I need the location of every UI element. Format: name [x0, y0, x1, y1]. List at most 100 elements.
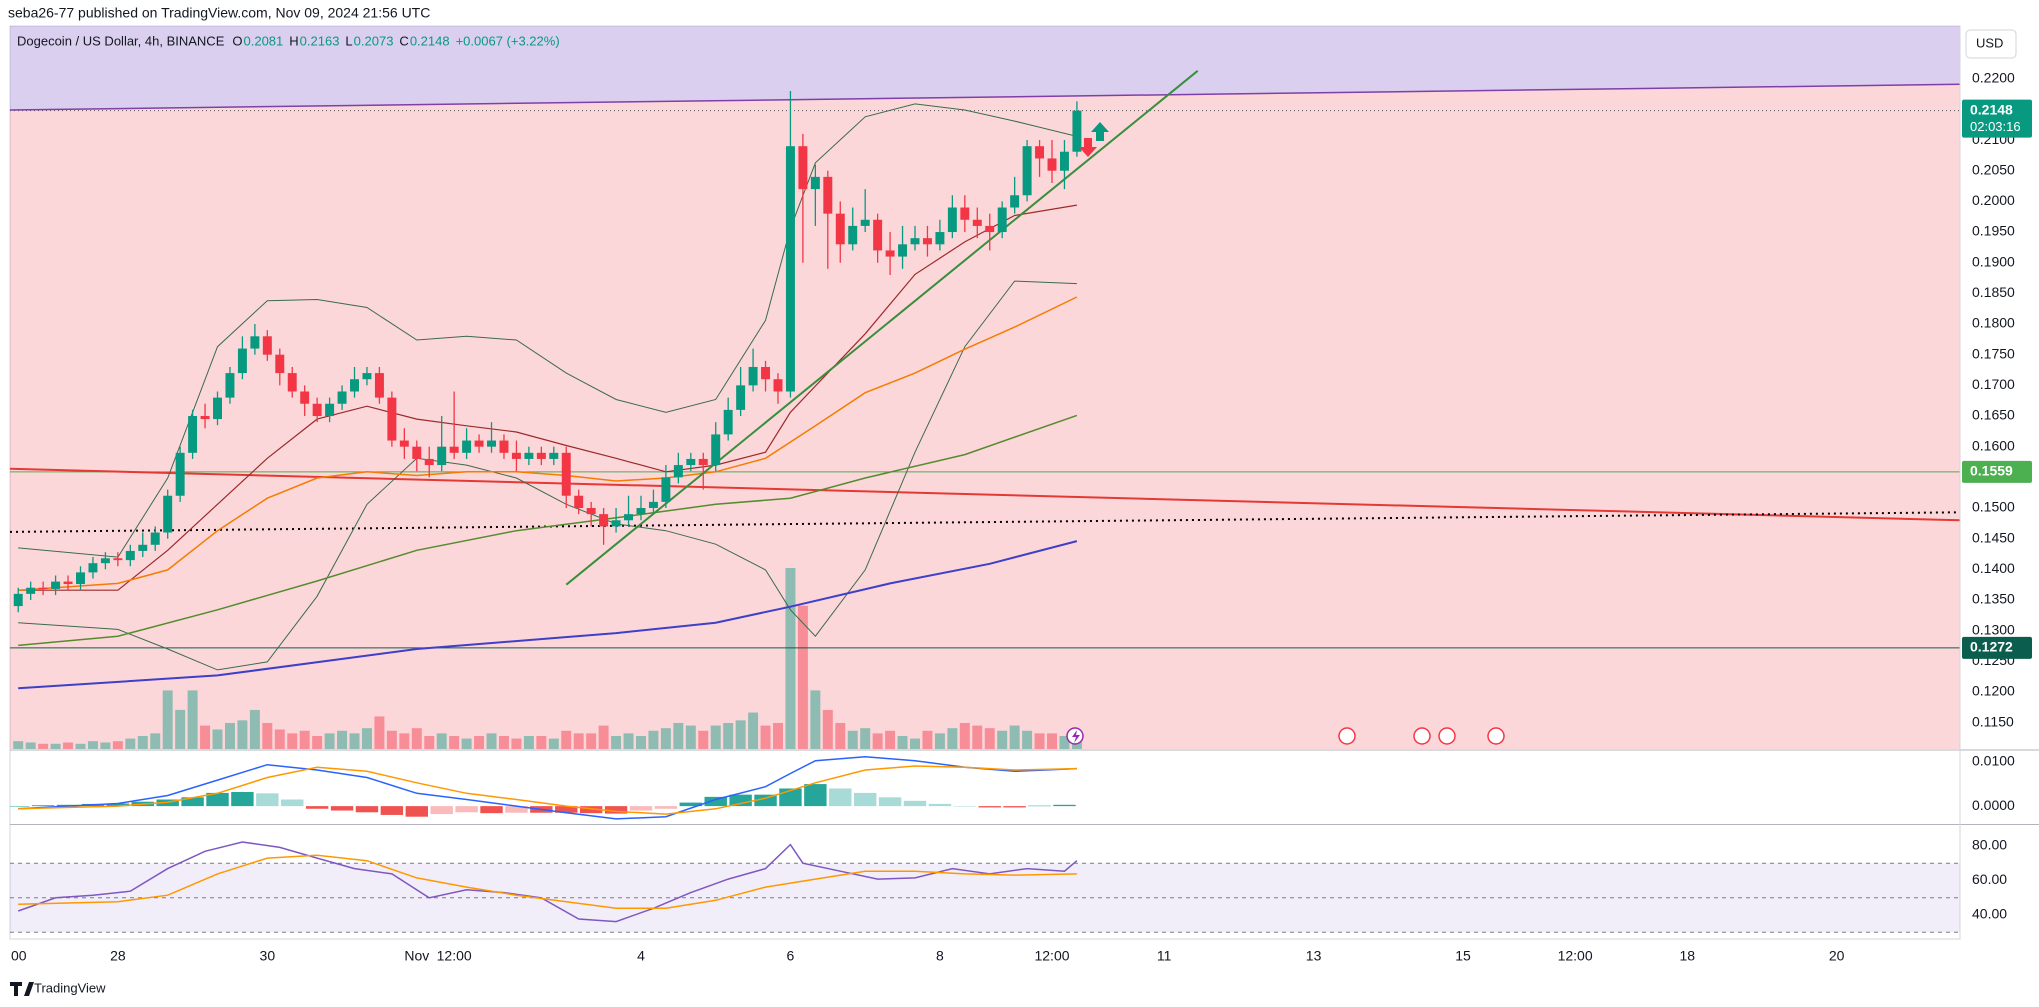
volume-bar	[648, 730, 659, 749]
down-arrow	[1079, 138, 1097, 157]
volume-bar	[872, 733, 883, 749]
event-icon[interactable]	[1413, 727, 1431, 745]
histogram-bar	[10, 806, 30, 807]
candle-body	[636, 508, 646, 515]
candle-body	[785, 146, 795, 392]
volume-bar	[561, 730, 572, 749]
candle-body	[287, 373, 297, 392]
y-tick-label: 0.2000	[1972, 192, 2015, 208]
volume-bar	[611, 735, 622, 749]
y-tick-label: 0.1150	[1972, 713, 2014, 729]
volume-bar	[374, 716, 385, 749]
volume-bar	[1059, 735, 1070, 749]
volume-bar	[797, 605, 808, 749]
candle-body	[599, 514, 609, 527]
volume-bar	[38, 743, 49, 749]
volume-bar	[548, 738, 559, 749]
histogram-bar	[106, 803, 130, 807]
candle-body	[536, 452, 546, 459]
y-tick-label: 0.1750	[1972, 345, 2015, 361]
indicator-line	[18, 414, 1078, 647]
candle-body	[835, 213, 845, 245]
volume-bar	[785, 568, 796, 749]
volume-bar	[324, 733, 335, 749]
x-tick-label: 18	[1679, 948, 1695, 964]
candle-body	[898, 244, 908, 257]
volume-bar	[498, 735, 509, 749]
volume-bar	[200, 725, 211, 749]
x-tick-label: 13	[1306, 948, 1322, 964]
volume-bar	[411, 728, 422, 749]
indicator-line	[18, 540, 1078, 690]
symbol: Dogecoin / US Dollar, 4h, BINANCE	[17, 33, 225, 48]
x-tick-label: 12:00	[1034, 948, 1069, 964]
volume-bar	[1047, 733, 1057, 749]
candle-body	[362, 373, 372, 380]
volume-bar	[249, 709, 260, 749]
ohlc-value: 0.2081	[244, 33, 284, 48]
candle-body	[163, 495, 173, 533]
volume-bar	[959, 722, 970, 749]
histogram-bar	[256, 793, 279, 807]
event-icon[interactable]	[1487, 727, 1505, 745]
candle-body	[773, 379, 783, 392]
y-tick-label: 60.00	[1972, 871, 2007, 887]
volume-bar	[50, 743, 61, 749]
y-tick-label: 0.1300	[1972, 621, 2015, 637]
candle-body	[88, 563, 98, 573]
histogram-bar	[754, 794, 777, 807]
y-tick-label: 0.0100	[1972, 753, 2015, 769]
histogram-bar	[430, 806, 453, 815]
candle-body	[387, 397, 397, 441]
volume-bar	[860, 728, 871, 749]
histogram-bar	[878, 797, 902, 807]
volume-bar	[623, 733, 634, 749]
volume-bar	[947, 728, 958, 749]
event-icon[interactable]	[1338, 727, 1356, 745]
countdown: 02:03:16	[1970, 119, 2021, 134]
currency[interactable]: USD	[1976, 35, 2003, 50]
indicator-line	[18, 103, 1078, 558]
histogram-bar	[978, 806, 1001, 808]
y-tick-label: 0.0000	[1972, 797, 2015, 813]
volume-bar	[660, 728, 671, 749]
candle-body	[1072, 110, 1082, 152]
ohlc-value: 0.2163	[300, 33, 340, 48]
volume-bar	[1071, 741, 1082, 749]
candle-body	[947, 207, 957, 233]
volume-bar	[1009, 725, 1020, 749]
candle-body	[511, 452, 521, 459]
price-label: 0.1559	[1970, 463, 2013, 479]
volume-bar	[1022, 730, 1033, 749]
event-icon[interactable]	[1438, 727, 1456, 745]
y-tick-label: 0.1850	[1972, 284, 2015, 300]
legend-header: Dogecoin / US Dollar, 4h, BINANCE O 0.208…	[17, 33, 560, 48]
volume-bar	[162, 690, 173, 749]
volume-bar	[399, 733, 410, 749]
histogram-bar	[679, 802, 703, 807]
candle-body	[960, 207, 970, 220]
candle-body	[437, 446, 447, 466]
y-tick-label: 0.1500	[1972, 499, 2015, 515]
volume-bar	[13, 741, 24, 749]
volume-bar	[224, 722, 235, 749]
candle-body	[76, 572, 85, 585]
candle-body	[1059, 151, 1069, 171]
volume-bar	[237, 720, 248, 749]
volume-bar	[536, 735, 547, 749]
volume-bar	[673, 722, 684, 749]
volume-bar	[847, 730, 858, 749]
indicator-line	[10, 511, 1960, 533]
y-tick-label: 0.1950	[1972, 223, 2015, 239]
volume-bar	[934, 733, 945, 749]
y-tick-label: 40.00	[1972, 906, 2007, 922]
currency-button[interactable]	[1965, 29, 2017, 59]
candle-body	[374, 373, 384, 398]
volume-bar	[997, 730, 1008, 749]
volume-bar	[897, 735, 908, 749]
x-tick-label: 30	[260, 948, 276, 964]
y-tick-label: 0.1800	[1972, 315, 2015, 331]
candle-body	[13, 593, 23, 607]
change: +0.0067 (+3.22%)	[456, 33, 560, 48]
candle-body	[499, 440, 509, 453]
